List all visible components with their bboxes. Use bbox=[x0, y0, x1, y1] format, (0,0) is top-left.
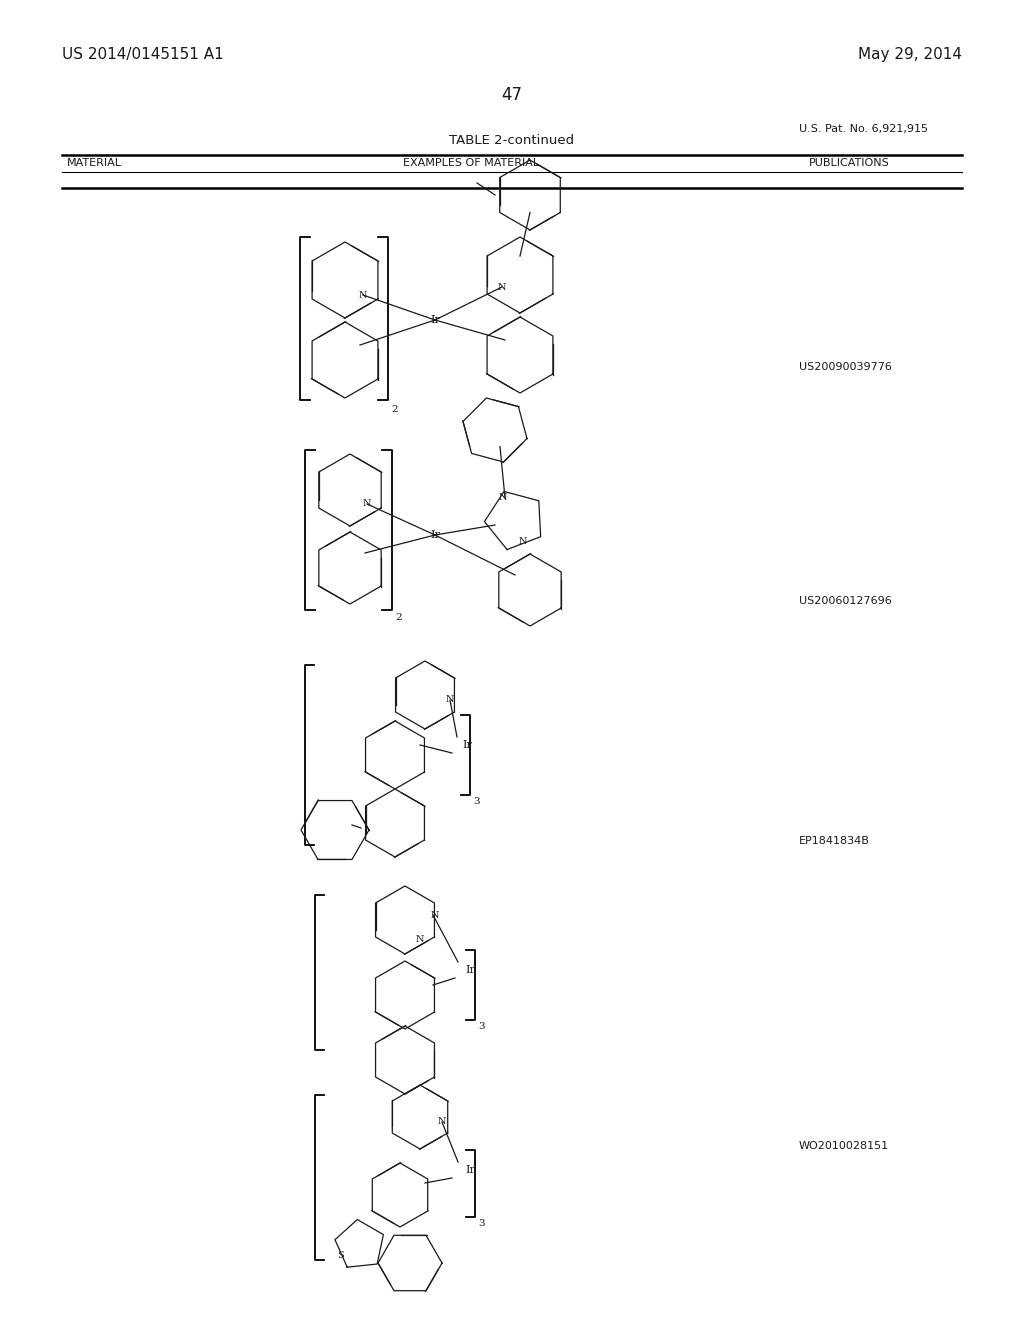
Text: 3: 3 bbox=[473, 797, 479, 807]
Text: 47: 47 bbox=[502, 86, 522, 104]
Text: Ir: Ir bbox=[430, 315, 440, 325]
Text: N: N bbox=[416, 936, 424, 945]
Text: WO2010028151: WO2010028151 bbox=[799, 1140, 889, 1151]
Text: N: N bbox=[358, 290, 368, 300]
Text: TABLE 2-continued: TABLE 2-continued bbox=[450, 133, 574, 147]
Text: N: N bbox=[431, 911, 439, 920]
Text: Ir: Ir bbox=[465, 965, 475, 975]
Text: Ir: Ir bbox=[462, 741, 472, 750]
Text: EXAMPLES OF MATERIAL: EXAMPLES OF MATERIAL bbox=[403, 158, 539, 169]
Text: N: N bbox=[498, 282, 506, 292]
Text: S: S bbox=[337, 1250, 343, 1259]
Text: May 29, 2014: May 29, 2014 bbox=[858, 48, 962, 62]
Text: EP1841834B: EP1841834B bbox=[799, 836, 869, 846]
Text: N: N bbox=[445, 696, 455, 705]
Text: N: N bbox=[362, 499, 372, 508]
Text: US20090039776: US20090039776 bbox=[799, 362, 892, 372]
Text: N: N bbox=[437, 1118, 446, 1126]
Text: PUBLICATIONS: PUBLICATIONS bbox=[809, 158, 890, 169]
Text: Ir: Ir bbox=[430, 531, 440, 540]
Text: US20060127696: US20060127696 bbox=[799, 595, 892, 606]
Text: 2: 2 bbox=[395, 612, 401, 622]
Text: Ir: Ir bbox=[465, 1166, 475, 1175]
Text: 3: 3 bbox=[478, 1022, 484, 1031]
Text: MATERIAL: MATERIAL bbox=[67, 158, 122, 169]
Text: US 2014/0145151 A1: US 2014/0145151 A1 bbox=[62, 48, 224, 62]
Text: N: N bbox=[519, 537, 527, 546]
Text: U.S. Pat. No. 6,921,915: U.S. Pat. No. 6,921,915 bbox=[799, 124, 928, 135]
Text: N: N bbox=[499, 494, 507, 503]
Text: 3: 3 bbox=[478, 1218, 484, 1228]
Text: 2: 2 bbox=[391, 405, 397, 414]
